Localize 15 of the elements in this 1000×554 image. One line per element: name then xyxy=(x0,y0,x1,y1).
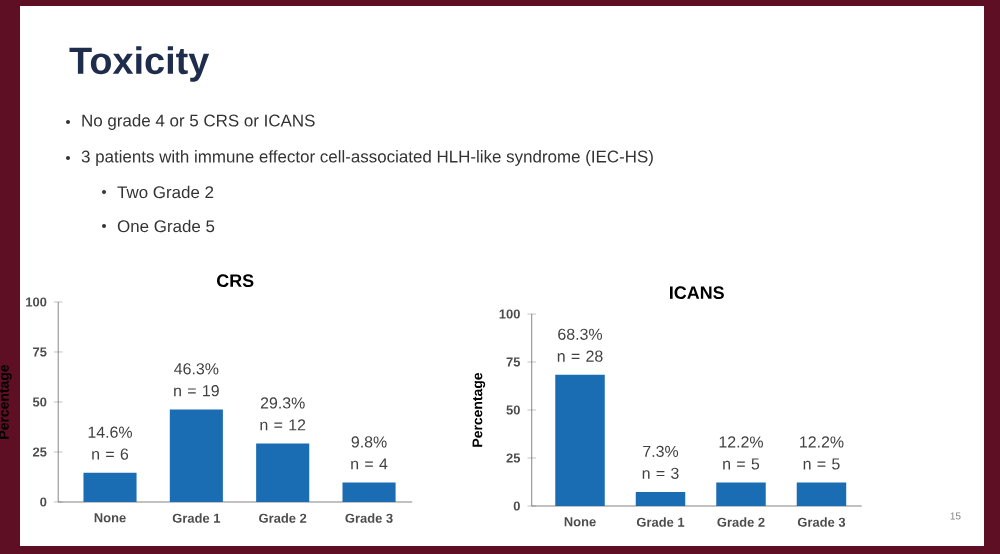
bar xyxy=(342,482,396,502)
text: Toxicity xyxy=(69,46,210,82)
chart-title: ICANS xyxy=(670,286,724,300)
text: No grade 4 or 5 CRS or ICANS xyxy=(82,114,315,130)
bar xyxy=(796,482,847,506)
bar xyxy=(169,409,223,502)
bar xyxy=(635,491,686,506)
text: 3 patients with immune effector cell-associated HLH-like syndrome (IEC-HS) xyxy=(81,150,653,166)
text: One Grade 5 xyxy=(117,219,215,233)
bar xyxy=(83,472,137,502)
bar xyxy=(716,482,766,506)
bar xyxy=(555,374,605,506)
chart-title: CRS xyxy=(217,274,254,288)
text: Two Grade 2 xyxy=(117,185,214,199)
bar xyxy=(256,443,310,502)
